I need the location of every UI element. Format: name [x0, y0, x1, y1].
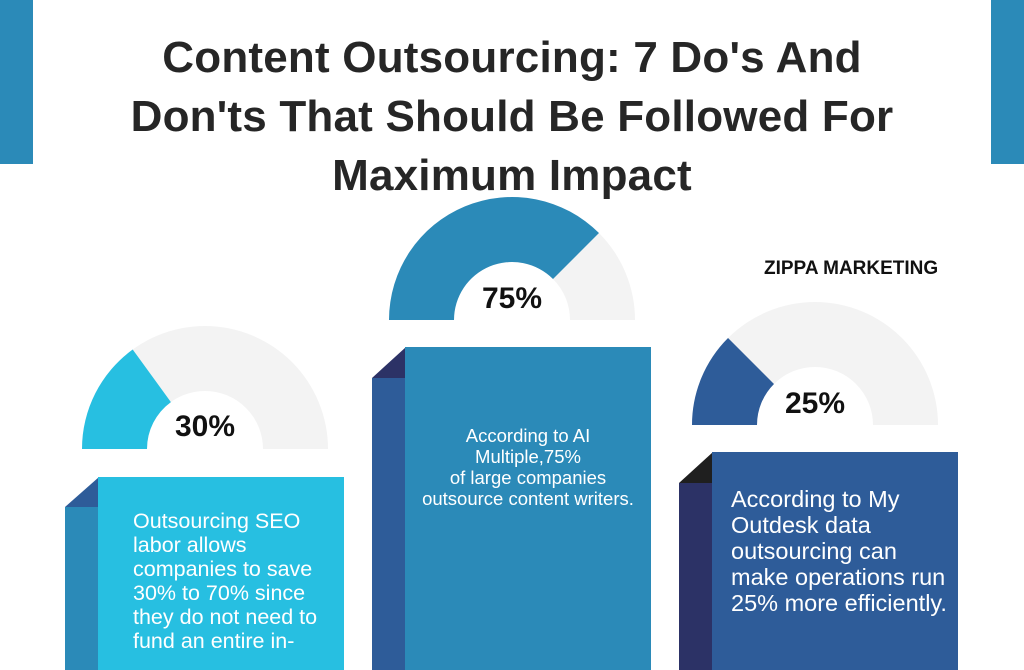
gauge-75	[389, 197, 635, 320]
card-1: Outsourcing SEO labor allows companies t…	[98, 477, 344, 670]
gauge-30-percent: 30%	[174, 410, 236, 443]
card-2-side	[372, 378, 406, 670]
gauge-fill	[82, 349, 171, 449]
right-accent-bar	[991, 0, 1024, 164]
card-1-side	[65, 507, 99, 670]
left-accent-bar	[0, 0, 33, 164]
gauge-30	[82, 326, 328, 449]
gauge-75-percent: 75%	[481, 282, 543, 315]
gauge-fill	[692, 338, 774, 425]
card-2-fold	[372, 347, 406, 378]
card-3-fold	[679, 452, 713, 483]
brand-name: ZIPPA MARKETING	[764, 258, 939, 279]
page-title: Content Outsourcing: 7 Do's And Don'ts T…	[130, 33, 894, 200]
gauge-25	[692, 302, 938, 425]
card-3: According to My Outdesk data outsourcing…	[712, 452, 958, 670]
gauge-25-percent: 25%	[784, 387, 846, 420]
card-1-fold	[65, 477, 99, 507]
card-2: According to AI Multiple,75% of large co…	[405, 347, 651, 670]
card-2-text: According to AI Multiple,75% of large co…	[422, 425, 634, 509]
card-3-text: According to My Outdesk data outsourcing…	[731, 486, 947, 616]
card-3-side	[679, 483, 713, 670]
card-1-text: Outsourcing SEO labor allows companies t…	[133, 509, 318, 653]
gauge-fill	[389, 197, 599, 320]
